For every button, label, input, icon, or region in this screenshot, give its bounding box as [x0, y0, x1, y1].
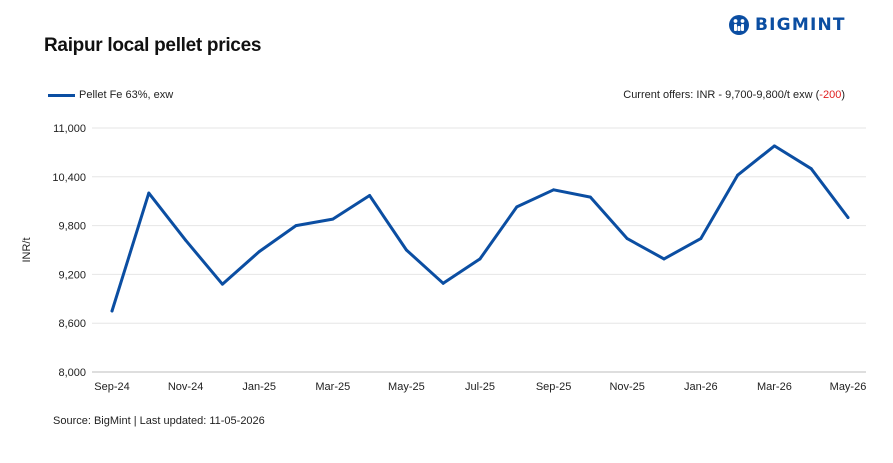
gridlines [92, 127, 866, 373]
logo-text: BIGMINT [755, 15, 846, 35]
data-point [110, 309, 114, 313]
data-point [809, 167, 813, 171]
data-point [589, 195, 592, 199]
data-point [147, 191, 151, 195]
data-point [846, 216, 850, 219]
y-tick-label: 9,200 [58, 269, 86, 281]
chart-title: Raipur local pellet prices [44, 35, 262, 56]
x-tick-label: Mar-26 [757, 381, 792, 393]
legend-label: Pellet Fe 63%, exw [79, 89, 174, 101]
y-tick-label: 8,000 [58, 367, 86, 379]
data-point [515, 205, 519, 209]
offers-suffix: ) [841, 89, 845, 101]
y-tick-label: 10,400 [52, 172, 86, 184]
x-tick-label: Nov-24 [168, 381, 203, 393]
data-point [294, 224, 298, 228]
legend: Pellet Fe 63%, exw [48, 89, 173, 101]
x-tick-label: May-26 [830, 381, 867, 393]
data-point [368, 194, 371, 197]
data-point [773, 144, 776, 148]
y-tick-label: 11,000 [53, 123, 86, 135]
data-point [257, 250, 261, 254]
data-point [331, 217, 335, 221]
x-tick-label: Jan-25 [242, 381, 276, 393]
offers-change: -200 [819, 89, 842, 101]
x-tick-label: May-25 [388, 381, 425, 393]
source-footer: Source: BigMint | Last updated: 11-05-20… [53, 415, 265, 427]
data-point [478, 257, 482, 261]
x-tick-label: Jan-26 [684, 381, 718, 393]
x-tick-label: Sep-25 [536, 381, 571, 393]
x-axis-ticks: Sep-24 Nov-24 Jan-25 Mar-25 May-25 Jul-25 Sep-… [94, 381, 866, 393]
legend-swatch [48, 93, 75, 97]
data-point [699, 237, 703, 241]
current-offers: Current offers: INR - 9,700-9,800/t exw … [623, 89, 845, 101]
y-tick-label: 8,600 [58, 318, 86, 330]
y-tick-label: 9,800 [58, 221, 86, 233]
x-tick-label: Jul-25 [465, 381, 495, 393]
bigmint-logo-icon [729, 15, 749, 35]
bigmint-logo: BIGMINT [728, 14, 846, 36]
data-point [625, 237, 629, 241]
x-tick-label: Mar-25 [315, 381, 350, 393]
data-point [221, 282, 224, 286]
x-tick-label: Sep-24 [94, 381, 129, 393]
data-point [441, 281, 445, 285]
data-point [736, 173, 739, 177]
x-tick-label: Nov-25 [609, 381, 644, 393]
data-point [552, 188, 555, 192]
series-line [110, 144, 850, 313]
data-point [405, 248, 408, 252]
data-point [662, 257, 666, 261]
offers-prefix: Current offers: INR - 9,700-9,800/t exw … [623, 89, 820, 101]
y-axis-label: INR/t [21, 237, 33, 262]
data-point [184, 238, 188, 242]
y-axis-ticks: 8,000 8,600 9,200 9,800 10,400 11,000 [52, 123, 86, 379]
series-lines [110, 144, 850, 313]
